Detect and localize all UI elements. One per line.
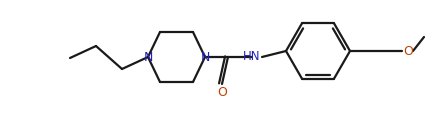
Text: HN: HN [243, 50, 261, 63]
Text: O: O [403, 45, 413, 58]
Text: N: N [143, 51, 153, 64]
Text: N: N [200, 51, 210, 64]
Text: O: O [217, 86, 227, 99]
